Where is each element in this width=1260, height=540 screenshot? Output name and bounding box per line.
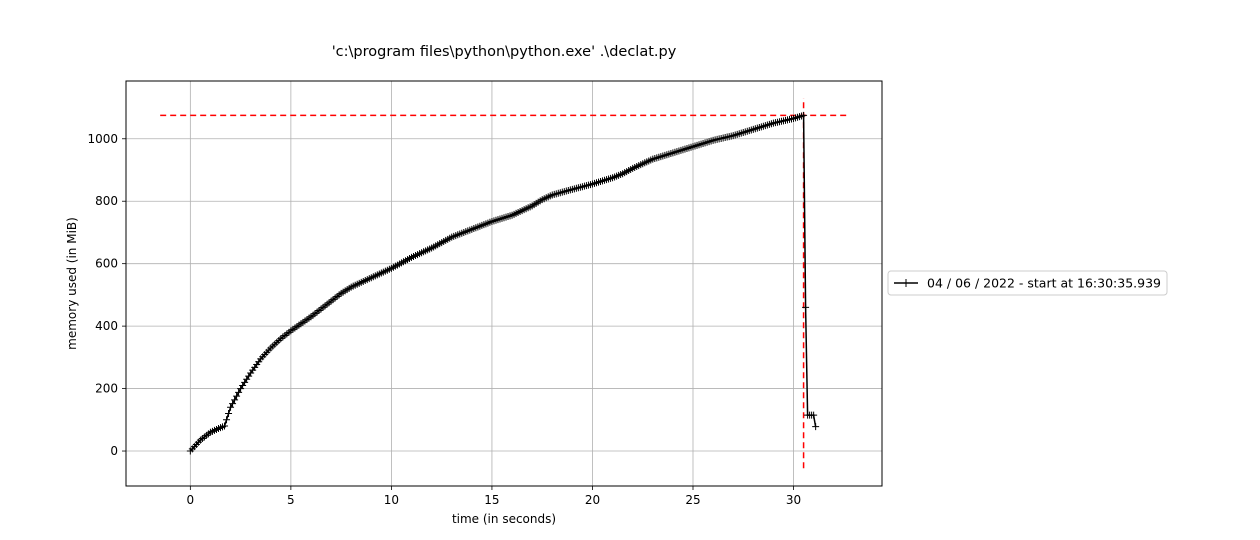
chart-title: 'c:\program files\python\python.exe' .\d… <box>332 44 677 60</box>
data-point-marker <box>223 416 231 424</box>
data-point-marker <box>802 303 810 311</box>
data-point-marker <box>233 392 241 400</box>
reference-lines <box>160 98 848 469</box>
x-tick-label: 25 <box>685 493 700 507</box>
x-tick-label: 30 <box>786 493 801 507</box>
y-tick-label: 400 <box>95 319 118 333</box>
legend-box <box>887 270 1168 296</box>
data-point-marker <box>810 411 818 419</box>
y-tick-label: 1000 <box>87 132 118 146</box>
x-axis: 0 5 10 15 20 25 30 <box>187 486 801 507</box>
y-axis-label: memory used (in MiB) <box>65 217 79 350</box>
plot-area-frame <box>125 80 883 487</box>
data-point-marker <box>229 400 237 408</box>
legend: 04 / 06 / 2022 - start at 16:30:35.939 <box>887 270 1168 296</box>
x-tick-label: 15 <box>484 493 499 507</box>
x-tick-label: 20 <box>585 493 600 507</box>
y-tick-label: 0 <box>110 444 118 458</box>
x-tick-label: 5 <box>287 493 295 507</box>
y-tick-label: 200 <box>95 382 118 396</box>
data-point-marker <box>221 422 229 430</box>
legend-marker-swatch <box>902 279 910 287</box>
data-point-marker <box>225 410 233 418</box>
data-point-marker <box>235 388 243 396</box>
data-point-marker <box>800 111 808 119</box>
x-tick-label: 10 <box>384 493 399 507</box>
legend-entry-label: 04 / 06 / 2022 - start at 16:30:35.939 <box>927 276 1161 291</box>
data-point-marker <box>227 403 235 411</box>
data-point-marker <box>812 423 820 431</box>
x-axis-label: time (in seconds) <box>452 512 556 526</box>
series-layer <box>186 111 820 455</box>
series-line <box>189 114 817 452</box>
grid <box>126 81 882 486</box>
y-axis: 0 200 400 600 800 1000 <box>87 132 126 458</box>
x-tick-label: 0 <box>187 493 195 507</box>
y-tick-label: 800 <box>95 194 118 208</box>
y-tick-label: 600 <box>95 257 118 271</box>
data-point-marker <box>231 396 239 404</box>
